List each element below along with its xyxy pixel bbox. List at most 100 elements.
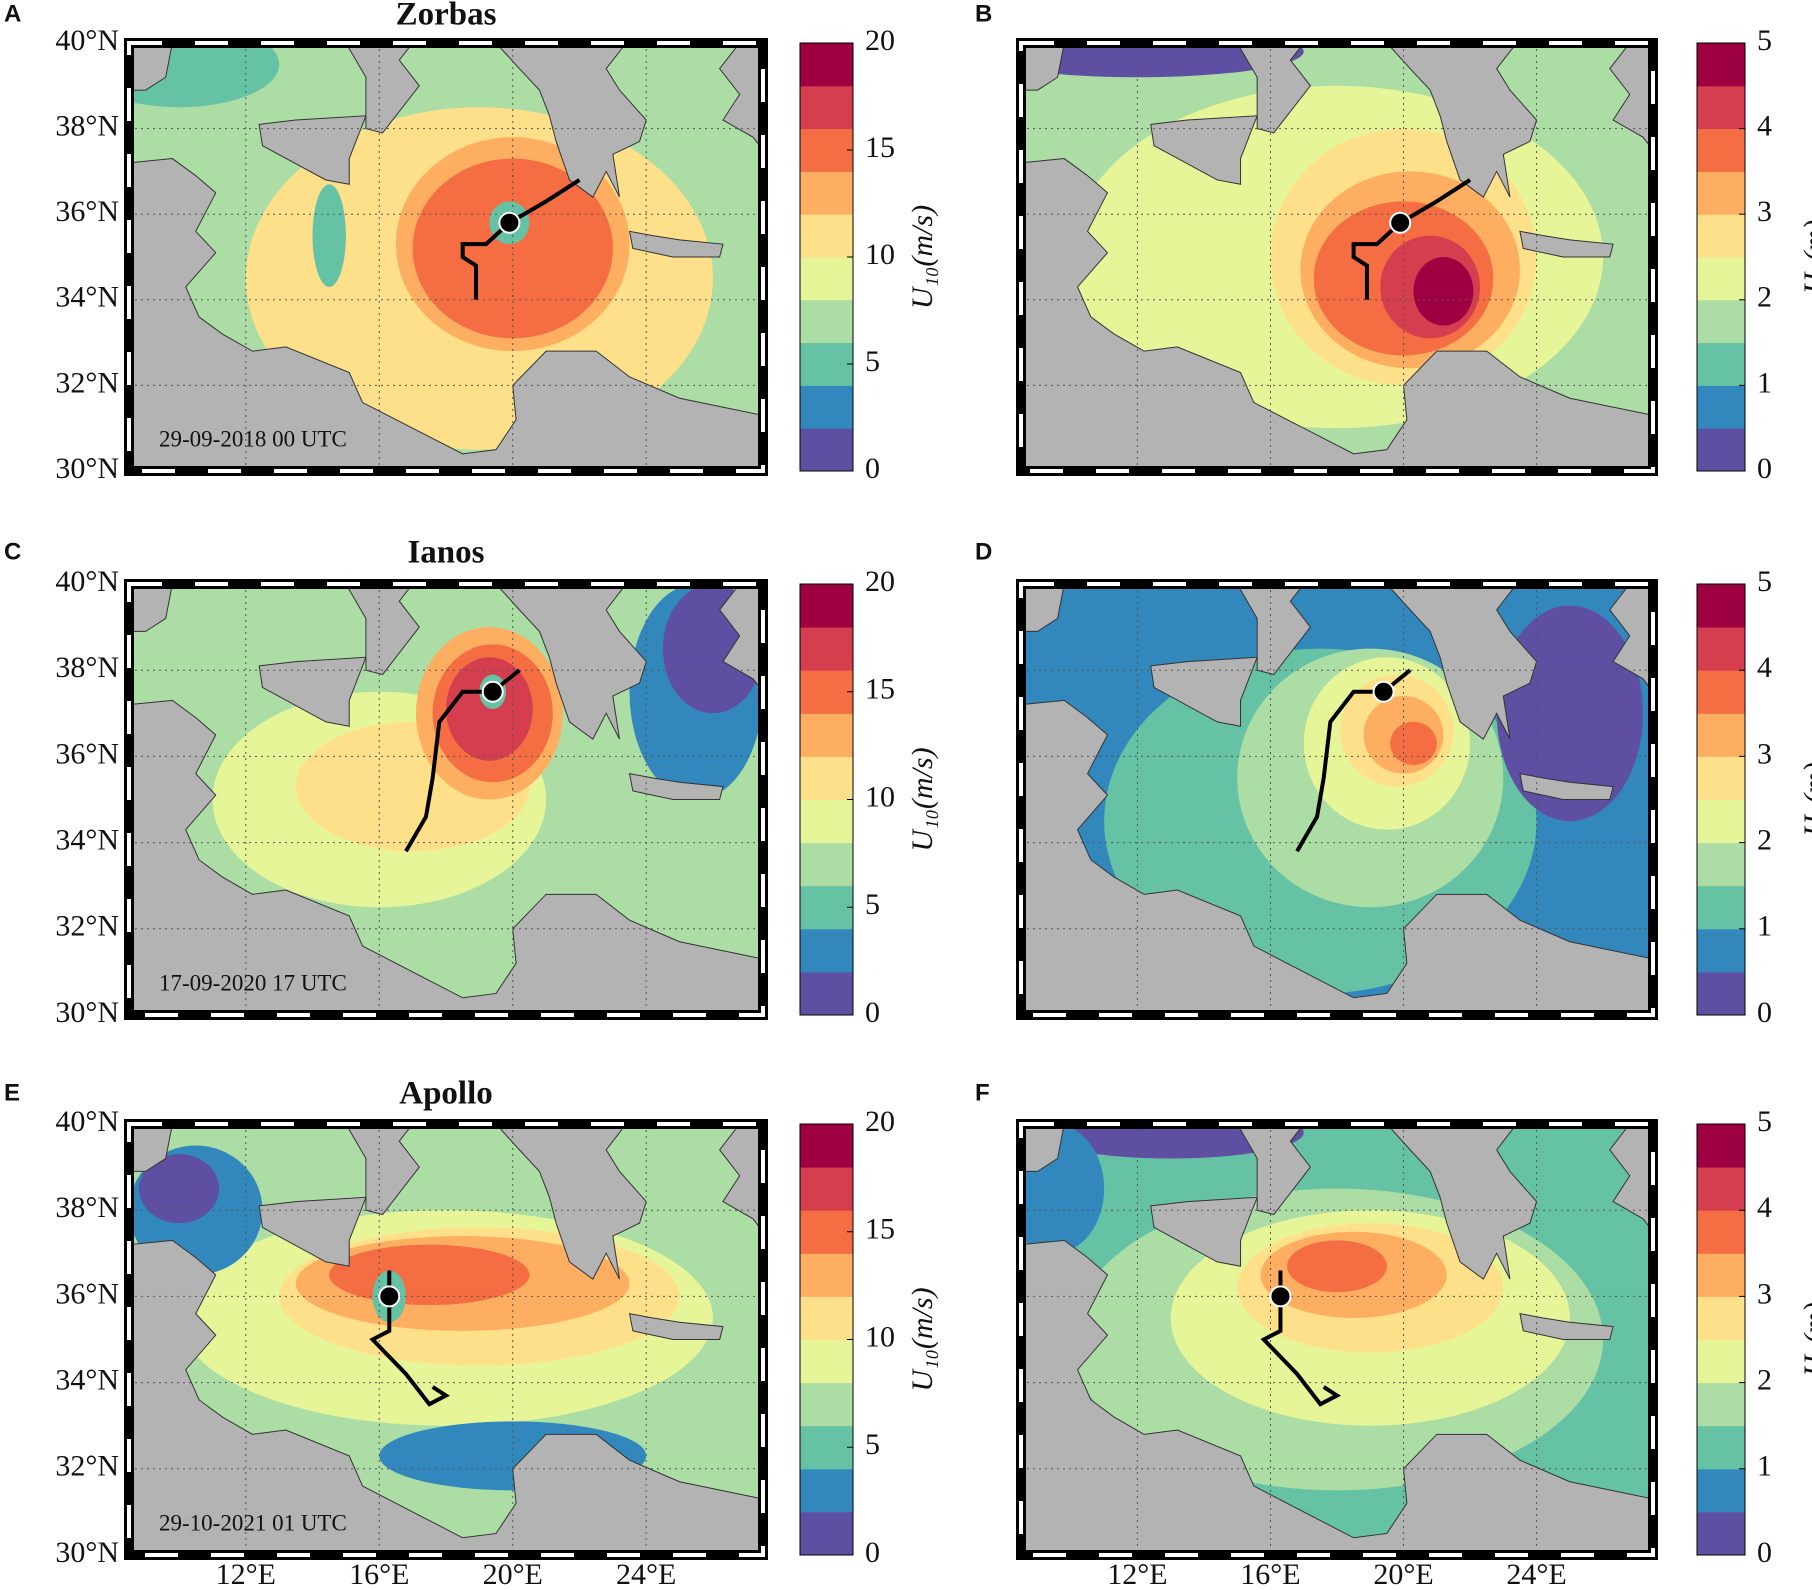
colorbar-tick-label: 20 (865, 1105, 895, 1138)
land (1236, 43, 1312, 134)
colorbar-tick-label: 0 (1757, 996, 1772, 1029)
colorbar-tick-label: 2 (1757, 281, 1772, 314)
colorbar-tick-label: 0 (865, 452, 880, 485)
panel-title: Ianos (407, 535, 484, 571)
colorbar-band (1697, 1339, 1745, 1384)
land (345, 1124, 420, 1216)
land (495, 43, 647, 198)
land (718, 1124, 763, 1233)
colorbar-band (800, 385, 853, 429)
colorbar-band (1697, 299, 1745, 344)
storm-track (1260, 1270, 1341, 1407)
colorbar-band (800, 1167, 853, 1211)
colorbar-band (1697, 385, 1745, 429)
land (1021, 1124, 1065, 1172)
y-tick-label: 36°N (55, 1277, 119, 1310)
land (1150, 115, 1258, 185)
land (258, 1196, 367, 1267)
colorbar-band (1697, 885, 1745, 930)
colorbar-label: U₁₀(m/s) (906, 747, 939, 851)
storm-track (460, 178, 581, 300)
colorbar-band (800, 756, 853, 800)
colorbar-band (800, 171, 853, 215)
colorbar-band (1697, 799, 1745, 844)
colorbar-band (1697, 971, 1745, 1016)
colorbar-band (800, 713, 853, 757)
map-panel (1021, 584, 1653, 1015)
colorbar-band (800, 128, 853, 172)
land (1150, 656, 1258, 727)
colorbar-tick-label: 20 (865, 565, 895, 598)
colorbar-band (1697, 214, 1745, 258)
colorbar-band (800, 1124, 853, 1168)
colorbar-band (800, 299, 853, 344)
colorbar-tick-label: 15 (865, 673, 895, 706)
colorbar-band (800, 1511, 853, 1556)
colorbar-tick-label: 0 (1757, 452, 1772, 485)
panel-label: D (975, 538, 992, 565)
colorbar-band (800, 342, 853, 386)
y-tick-label: 34°N (55, 1363, 119, 1396)
colorbar-band (1697, 1296, 1745, 1340)
y-tick-label: 32°N (55, 1450, 119, 1483)
land (129, 158, 763, 471)
colorbar-band (1697, 1425, 1745, 1470)
land (129, 1239, 763, 1555)
land (258, 115, 367, 185)
colorbar-band (800, 257, 853, 301)
panel-label: F (975, 1079, 990, 1106)
colorbar-band (1697, 1511, 1745, 1556)
colorbar-label: Hₛ(m) (1798, 762, 1812, 838)
colorbar-tick-label: 10 (865, 1320, 895, 1353)
colorbar-tick-label: 1 (1757, 1450, 1772, 1483)
land (1386, 43, 1538, 198)
colorbar-tick-label: 2 (1757, 1363, 1772, 1396)
land (1236, 1124, 1312, 1216)
land (1021, 1239, 1653, 1555)
map-panel (129, 1124, 763, 1555)
colorbar-tick-label: 15 (865, 131, 895, 164)
land (1021, 699, 1653, 1015)
colorbar-frame (1696, 583, 1746, 1016)
colorbar-band (800, 885, 853, 930)
storm-center (481, 680, 504, 703)
y-tick-label: 30°N (55, 996, 119, 1029)
land (129, 699, 763, 1015)
y-tick-label: 34°N (55, 281, 119, 314)
colorbar-band (1697, 713, 1745, 757)
colorbar-band (1697, 928, 1745, 973)
colorbar-tick-label: 5 (865, 1428, 880, 1461)
map-frame (1016, 1119, 1658, 1560)
y-tick-label: 32°N (55, 366, 119, 399)
land (1236, 584, 1312, 676)
map-panel (129, 43, 763, 471)
colorbar-band (1697, 1167, 1745, 1211)
panel-title: Zorbas (396, 0, 497, 33)
colorbar-tick-label: 4 (1757, 1191, 1772, 1224)
land (1386, 584, 1538, 740)
colorbar-band (1697, 842, 1745, 887)
colorbar-band (1697, 342, 1745, 386)
colorbar-label: Hₛ(m) (1798, 1302, 1812, 1378)
colorbar-band (800, 842, 853, 887)
y-tick-label: 38°N (55, 1191, 119, 1224)
y-tick-label: 30°N (55, 1536, 119, 1569)
y-tick-label: 38°N (55, 109, 119, 142)
colorbar-tick-label: 3 (1757, 195, 1772, 228)
timestamp: 17-09-2020 17 UTC (159, 970, 347, 995)
colorbar-tick-label: 1 (1757, 910, 1772, 943)
colorbar-band (800, 1382, 853, 1427)
colorbar-band (800, 43, 853, 87)
colorbar-band (1697, 584, 1745, 628)
storm-center (1372, 680, 1395, 703)
panel-label: E (4, 1079, 20, 1106)
field-contour (1021, 43, 1304, 78)
map-frame (1016, 579, 1658, 1020)
panel-label: A (4, 0, 21, 27)
storm-track (1351, 178, 1472, 300)
land (1021, 158, 1653, 471)
colorbar-band (800, 971, 853, 1016)
colorbar-tick-label: 1 (1757, 366, 1772, 399)
colorbar-band (800, 1339, 853, 1384)
